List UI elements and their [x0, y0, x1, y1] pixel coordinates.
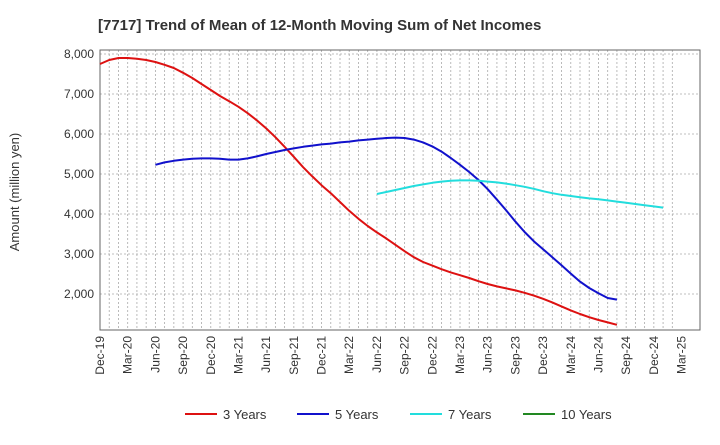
- x-tick-label: Jun-21: [259, 336, 273, 373]
- x-tick-label: Dec-22: [425, 336, 439, 375]
- y-tick-label: 2,000: [64, 287, 94, 301]
- chart-title: [7717] Trend of Mean of 12-Month Moving …: [98, 17, 541, 34]
- legend-label: 5 Years: [335, 407, 379, 422]
- x-tick-label: Jun-23: [481, 336, 495, 373]
- series-line-5-years: [155, 136, 618, 301]
- legend-label: 10 Years: [561, 407, 612, 422]
- legend: 3 Years 5 Years 7 Years 10 Years: [185, 407, 612, 422]
- y-tick-label: 8,000: [64, 47, 94, 61]
- legend-label: 7 Years: [448, 407, 492, 422]
- y-tick-label: 4,000: [64, 207, 94, 221]
- x-tick-label: Dec-19: [93, 336, 107, 375]
- x-tick-label: Jun-24: [591, 336, 605, 373]
- series-line-7-years: [376, 179, 664, 209]
- y-tick-label: 5,000: [64, 167, 94, 181]
- gridlines: [100, 50, 700, 330]
- series-line-3-years: [99, 57, 618, 326]
- x-tick-label: Sep-22: [398, 336, 412, 375]
- x-tick-label: Dec-23: [536, 336, 550, 375]
- plot-area-frame: [99, 49, 701, 331]
- y-tick-label: 6,000: [64, 127, 94, 141]
- x-tick-label: Mar-22: [342, 336, 356, 374]
- x-tick-label: Sep-21: [287, 336, 301, 375]
- x-tick-label: Mar-25: [675, 336, 689, 374]
- y-axis-title: Amount (million yen): [7, 133, 22, 252]
- x-tick-label: Sep-23: [508, 336, 522, 375]
- x-tick-label: Sep-24: [619, 336, 633, 375]
- x-tick-label: Dec-20: [204, 336, 218, 375]
- x-tick-label: Jun-22: [370, 336, 384, 373]
- y-axis-ticks: 2,000 3,000 4,000 5,000 6,000 7,000 8,000: [64, 47, 94, 301]
- x-tick-label: Mar-21: [231, 336, 245, 374]
- x-tick-label: Jun-20: [148, 336, 162, 373]
- x-tick-label: Dec-24: [647, 336, 661, 375]
- x-tick-label: Mar-20: [121, 336, 135, 374]
- y-tick-label: 7,000: [64, 87, 94, 101]
- x-tick-label: Mar-24: [564, 336, 578, 374]
- series-lines: [99, 57, 664, 326]
- x-tick-label: Dec-21: [315, 336, 329, 375]
- x-axis-ticks: Dec-19 Mar-20 Jun-20 Sep-20 Dec-20 Mar-21 Jun-…: [93, 336, 689, 375]
- y-tick-label: 3,000: [64, 247, 94, 261]
- x-tick-label: Mar-23: [453, 336, 467, 374]
- x-tick-label: Sep-20: [176, 336, 190, 375]
- legend-label: 3 Years: [223, 407, 267, 422]
